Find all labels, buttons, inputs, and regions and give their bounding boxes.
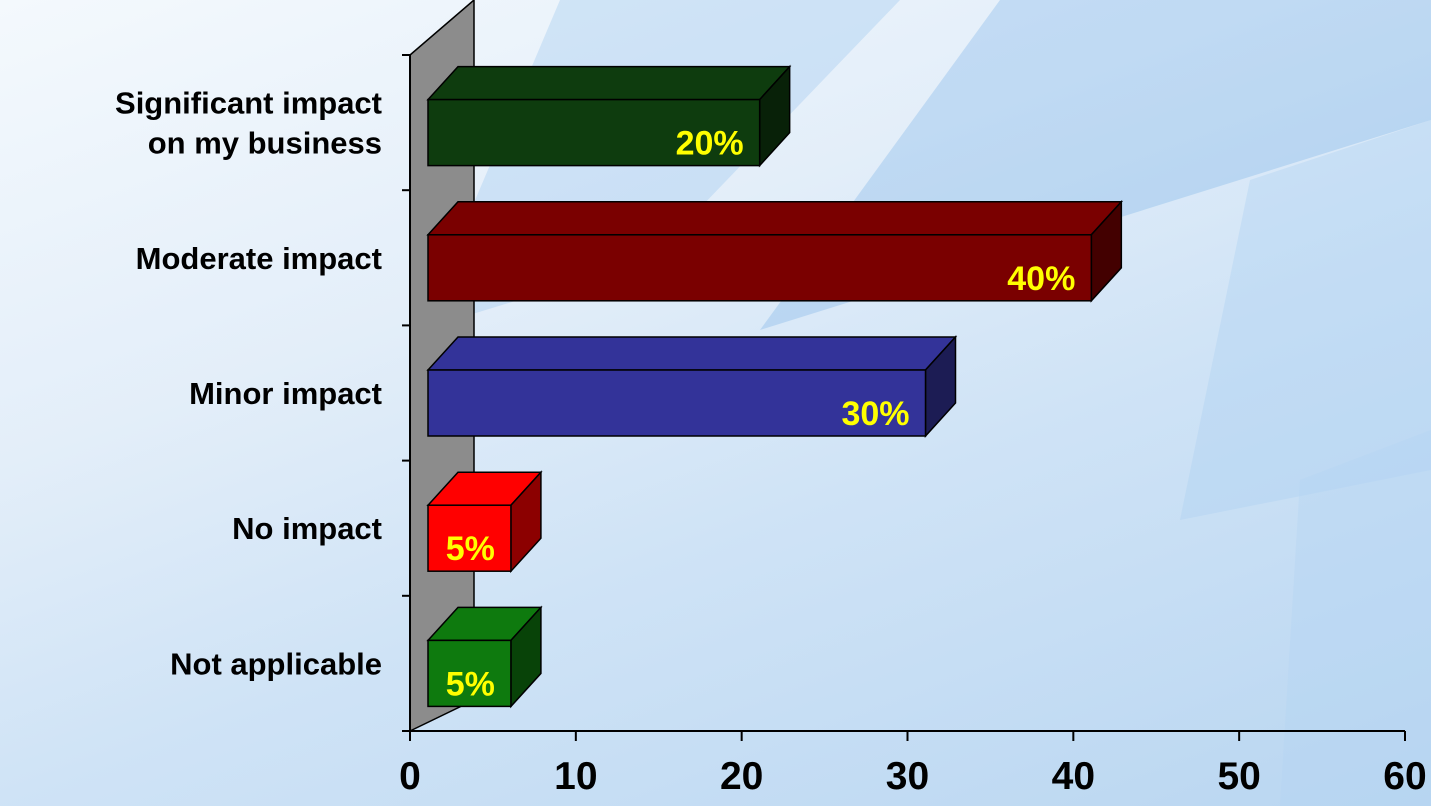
data-label: 20% xyxy=(676,125,744,163)
x-tick-label: 60 xyxy=(1383,755,1426,798)
x-tick-label: 40 xyxy=(1052,755,1095,798)
bar-front-face xyxy=(427,234,1093,302)
bar-1 xyxy=(426,199,1124,303)
chart-labels: 0 10 20 30 40 50 60 Significant impact on my bus… xyxy=(115,86,1427,798)
bar-0 xyxy=(426,64,792,168)
bar-top-face xyxy=(426,336,958,371)
category-label: on my business xyxy=(148,126,382,161)
x-tick-label: 50 xyxy=(1217,755,1260,798)
bar-top-face xyxy=(426,201,1124,236)
category-label: Not applicable xyxy=(170,646,382,681)
chart-axes xyxy=(402,54,1406,741)
data-label: 30% xyxy=(841,395,909,433)
x-tick-label: 10 xyxy=(554,755,597,798)
data-label: 5% xyxy=(446,530,495,568)
bar-2 xyxy=(426,335,958,438)
category-label: Minor impact xyxy=(189,376,382,411)
bar-front-face xyxy=(427,504,512,572)
x-tick-label: 30 xyxy=(886,755,929,798)
bar-front-face xyxy=(427,98,761,167)
bar-front-face xyxy=(427,639,512,708)
category-label: No impact xyxy=(232,511,382,546)
x-tick-label: 0 xyxy=(399,755,421,798)
bg-streak xyxy=(1280,430,1431,806)
data-label: 5% xyxy=(446,665,495,703)
category-label: Significant impact xyxy=(115,86,382,121)
bg-streak xyxy=(1180,120,1431,520)
bar-3 xyxy=(426,470,543,574)
data-label: 40% xyxy=(1007,260,1075,298)
category-label: Moderate impact xyxy=(136,241,382,276)
bar-top-face xyxy=(426,65,792,101)
bar-4 xyxy=(426,605,543,709)
bar-series xyxy=(426,64,1124,709)
x-tick-label: 20 xyxy=(720,755,763,798)
bar-front-face xyxy=(427,369,927,437)
